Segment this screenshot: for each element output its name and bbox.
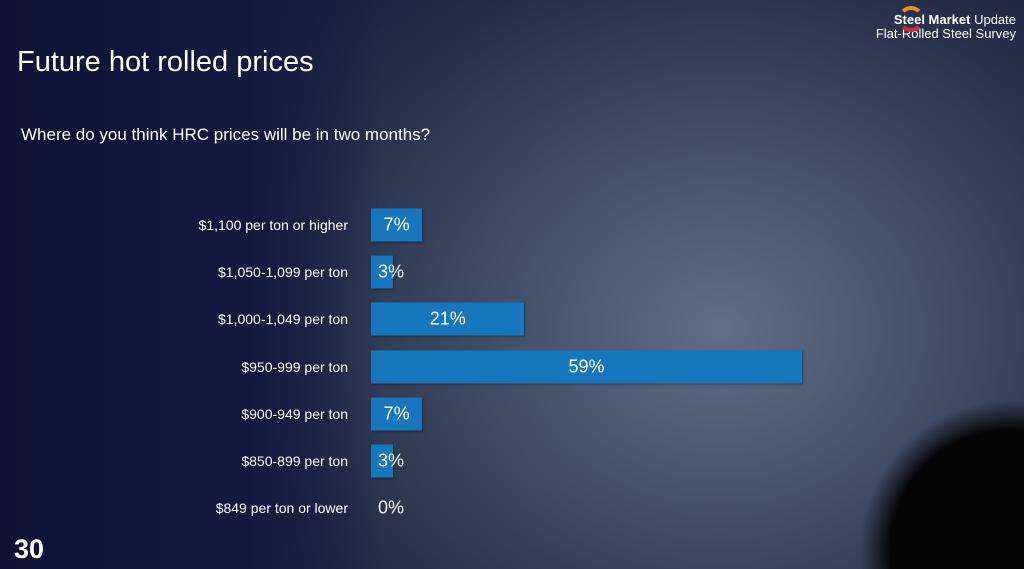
category-label: $950-999 per ton (241, 358, 348, 375)
background-shade (0, 0, 380, 569)
page-number: 30 (14, 534, 45, 564)
category-label: $850-899 per ton (241, 453, 348, 469)
page-title: Future hot rolled prices (17, 46, 314, 78)
data-label: 0% (377, 497, 405, 518)
logo-text-light: Update (974, 12, 1016, 27)
logo: Steel Market Update Flat-Rolled Steel Su… (875, 6, 1016, 41)
chart-question: Where do you think HRC prices will be in… (21, 125, 431, 144)
category-label: $849 per ton or lower (215, 500, 348, 517)
data-label: 59% (568, 356, 605, 377)
category-label: $1,050-1,099 per ton (218, 264, 348, 281)
bar (371, 397, 423, 431)
category-label: $900-949 per ton (241, 405, 348, 422)
bar (371, 350, 802, 384)
data-label: 7% (383, 214, 410, 235)
data-label: 3% (377, 450, 405, 471)
bar (371, 255, 393, 289)
data-label: 3% (377, 261, 405, 282)
category-label: $1,100 per ton or higher (198, 217, 348, 233)
bar (371, 208, 423, 242)
logo-arc-icon (897, 6, 924, 32)
bar (371, 302, 525, 336)
bar (371, 444, 393, 478)
data-label: 21% (429, 308, 466, 329)
coil-core (850, 390, 1024, 569)
category-label: $1,000-1,049 per ton (218, 311, 348, 328)
logo-subtitle: Flat-Rolled Steel Survey (875, 26, 1016, 41)
data-label: 7% (383, 403, 410, 424)
